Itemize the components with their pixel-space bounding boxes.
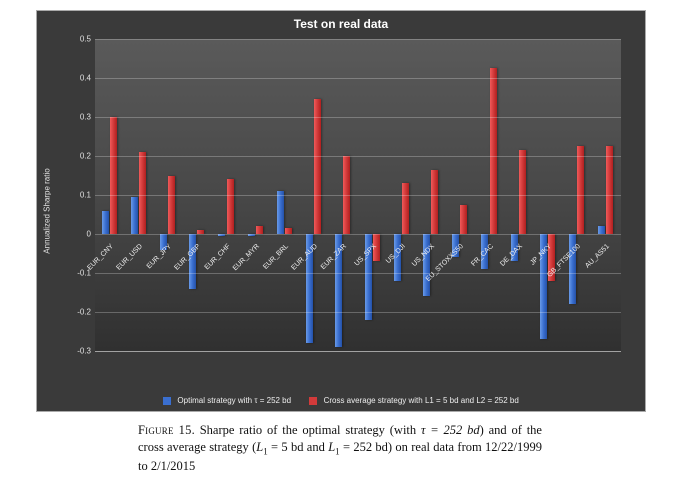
bar-red [606,146,613,234]
ytick-label: 0.1 [80,191,95,200]
caption-figure-label: Figure 15. [138,423,195,437]
page-root: Test on real data Annualized Sharpe rati… [0,0,680,503]
bar-red [256,226,263,234]
legend-label-optimal: Optimal strategy with τ = 252 bd [177,396,291,405]
ytick-label: 0.4 [80,74,95,83]
gridline [95,156,621,157]
bar-red [490,68,497,234]
bar-blue [277,191,284,234]
bar-red [168,176,175,235]
caption-tau: τ = 252 bd [421,423,480,437]
chart-panel: Test on real data Annualized Sharpe rati… [36,10,646,412]
ytick-label: 0.3 [80,113,95,122]
gridline [95,39,621,40]
ytick-label: -0.3 [77,347,95,356]
gridline [95,117,621,118]
bar-blue [102,211,109,234]
gridline [95,78,621,79]
caption-text-1: Sharpe ratio of the optimal strategy (wi… [200,423,421,437]
bar-red [402,183,409,234]
bar-red [314,99,321,234]
legend-swatch-blue [163,397,171,405]
bar-red [110,117,117,234]
legend-item-optimal: Optimal strategy with τ = 252 bd [163,396,291,405]
y-axis-label: Annualized Sharpe ratio [43,168,52,253]
gridline [95,195,621,196]
bar-red [431,170,438,234]
ytick-label: -0.2 [77,308,95,317]
bar-red [139,152,146,234]
caption-L1r: = 5 bd [268,440,304,454]
bar-red [577,146,584,234]
legend: Optimal strategy with τ = 252 bd Cross a… [37,396,645,405]
bar-blue [189,234,196,289]
legend-item-cross: Cross average strategy with L1 = 5 bd an… [309,396,518,405]
ytick-label: 0 [87,230,95,239]
caption-L2r: = 252 bd [340,440,388,454]
bar-blue [131,197,138,234]
ytick-label: 0.2 [80,152,95,161]
gridline [95,312,621,313]
legend-swatch-red [309,397,317,405]
caption-and: and [303,440,328,454]
gridline [95,234,621,235]
gridline [95,273,621,274]
bar-red [460,205,467,234]
bar-red [519,150,526,234]
bar-red [227,179,234,234]
plot-area: -0.3-0.2-0.100.10.20.30.40.5EUR_CNYEUR_U… [95,39,621,352]
gridline [95,351,621,352]
figure-caption: Figure 15. Sharpe ratio of the optimal s… [138,422,542,474]
legend-label-cross: Cross average strategy with L1 = 5 bd an… [324,396,519,405]
bar-blue [598,226,605,234]
ytick-label: 0.5 [80,35,95,44]
chart-title: Test on real data [37,11,645,31]
